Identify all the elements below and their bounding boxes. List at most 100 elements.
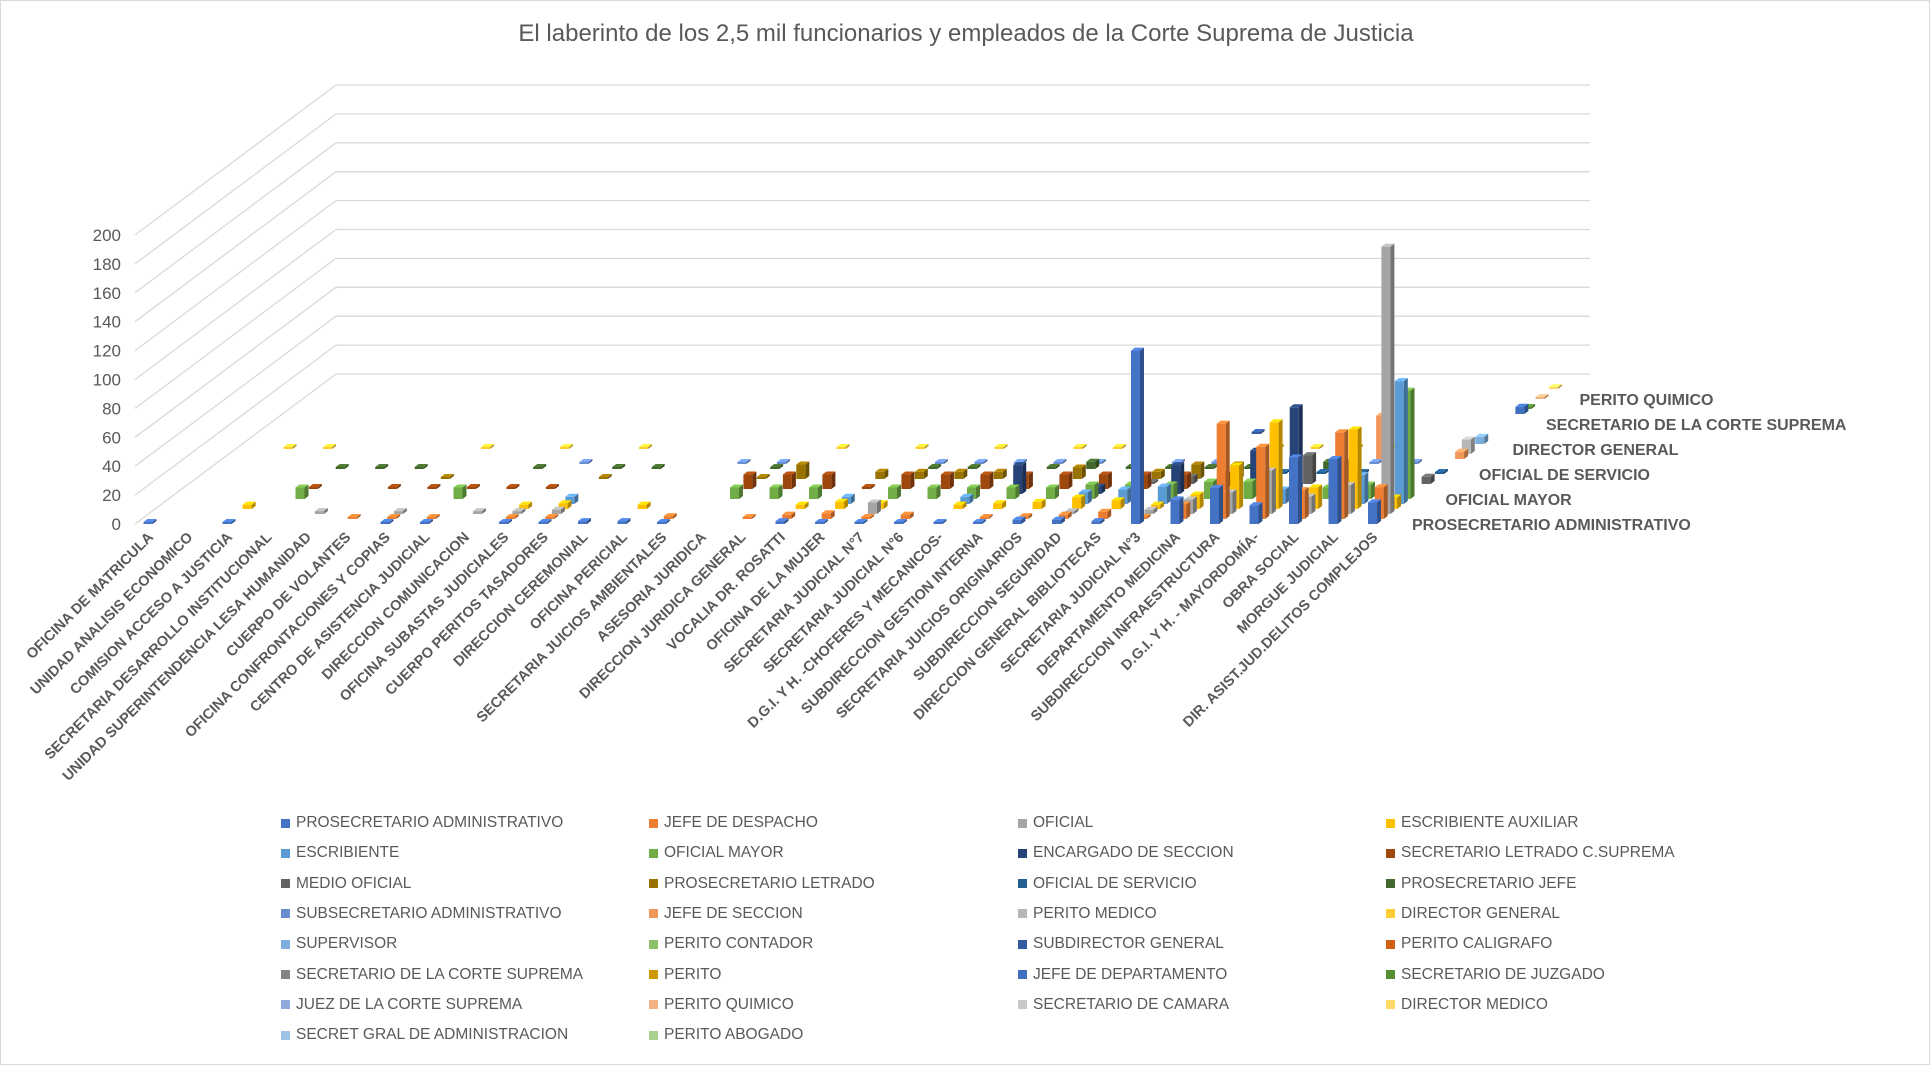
bar-side	[1430, 473, 1435, 484]
bar-top	[375, 464, 389, 467]
bar-top	[1046, 484, 1059, 488]
legend-item: DIRECTOR MEDICO	[1386, 996, 1548, 1014]
bar-side	[1081, 464, 1086, 479]
bar-side	[332, 444, 336, 449]
legend-item: SECRETARIO DE LA CORTE SUPREMA	[281, 966, 583, 984]
legend-item: SUBSECRETARIO ADMINISTRATIVO	[281, 905, 562, 923]
bar	[242, 504, 252, 509]
bar	[578, 521, 587, 524]
bar-top	[283, 444, 297, 447]
bar-side	[1252, 478, 1257, 499]
bar-top	[1072, 464, 1086, 468]
bar-top	[1289, 404, 1303, 408]
bar	[1072, 467, 1082, 479]
bar-top	[894, 519, 907, 522]
bar	[888, 487, 897, 499]
legend-swatch	[1386, 818, 1395, 828]
bar-top	[914, 468, 928, 472]
bar	[861, 517, 871, 519]
bar-side	[626, 518, 631, 524]
bar	[967, 487, 976, 499]
bar	[796, 464, 806, 479]
bar-side	[449, 474, 454, 479]
bar-top	[782, 511, 796, 515]
bar	[900, 514, 910, 519]
bar-side	[560, 506, 565, 514]
bar-side	[344, 464, 349, 469]
bar-top	[440, 474, 454, 477]
bar-side	[876, 499, 881, 514]
legend-swatch	[1018, 1000, 1027, 1010]
bar	[657, 522, 666, 524]
depth-axis-label: OFICIAL MAYOR	[1446, 492, 1573, 509]
bar-side	[521, 508, 526, 514]
bar-side	[897, 484, 901, 499]
bar-top	[809, 484, 822, 488]
bar-side	[1544, 394, 1549, 399]
bar-side	[423, 464, 428, 469]
bar	[347, 517, 357, 519]
bar-side	[791, 471, 796, 489]
bar-side	[396, 484, 401, 489]
bar	[1118, 489, 1128, 504]
legend-item: OFICIAL	[1018, 814, 1093, 832]
bar	[295, 487, 305, 499]
bar-top	[1435, 469, 1448, 472]
bar	[1216, 423, 1226, 519]
bar-side	[1557, 384, 1562, 389]
bar	[380, 522, 390, 524]
bar-side	[791, 511, 796, 519]
bar	[782, 514, 792, 519]
bar	[742, 517, 752, 519]
legend-swatch	[281, 939, 290, 949]
bar-side	[1081, 494, 1086, 509]
bar-side	[429, 519, 433, 524]
bar	[993, 471, 1003, 479]
bar-top	[598, 474, 612, 477]
bar	[928, 467, 938, 469]
bar-top	[836, 444, 850, 447]
bar-top	[453, 484, 467, 488]
bar-side	[508, 519, 512, 524]
bar-side	[1147, 471, 1152, 489]
bar	[335, 467, 345, 469]
bar-side	[910, 471, 915, 489]
legend-item: PROSECRETARIO JEFE	[1386, 875, 1576, 893]
bar	[994, 447, 1004, 449]
bar-side	[389, 519, 394, 524]
bar-side	[969, 493, 974, 504]
bar-side	[870, 514, 875, 519]
bar	[1548, 387, 1558, 389]
bar-side	[304, 484, 309, 499]
bar-top	[1006, 484, 1020, 488]
bar-side	[1022, 462, 1027, 494]
legend-swatch	[281, 970, 290, 979]
bar	[1244, 467, 1254, 469]
bar-top	[617, 518, 631, 522]
bar-side	[396, 514, 401, 519]
bar	[637, 504, 647, 509]
legend-item: JEFE DE SECCION	[649, 905, 803, 923]
bar	[1230, 465, 1240, 509]
legend-item: JEFE DE DESPACHO	[649, 814, 818, 832]
legend-label: JEFE DE SECCION	[664, 904, 803, 922]
bar-side	[949, 471, 954, 489]
bar-top	[1046, 464, 1060, 467]
bar-side	[943, 459, 948, 464]
bar	[1013, 465, 1023, 494]
bar-top	[347, 514, 361, 517]
legend-item: ESCRIBIENTE	[281, 844, 399, 862]
bar-top	[323, 444, 336, 447]
bar-side	[648, 444, 652, 449]
bar	[861, 487, 871, 489]
bar-top	[308, 484, 322, 487]
bar-top	[979, 514, 993, 517]
bar	[560, 447, 569, 449]
bar	[1243, 481, 1253, 499]
legend-item: ESCRIBIENTE AUXILIAR	[1386, 814, 1578, 832]
legend-swatch	[1018, 879, 1027, 889]
bar	[1210, 487, 1219, 524]
gridline-side	[134, 286, 337, 438]
bar	[1144, 509, 1154, 514]
legend-label: PROSECRETARIO ADMINISTRATIVO	[296, 814, 564, 831]
